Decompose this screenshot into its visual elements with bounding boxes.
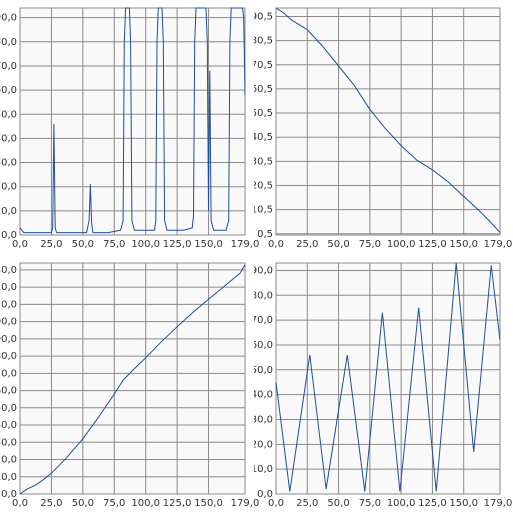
y-tick-label: 70,0 [0, 61, 17, 72]
x-tick-label: 150,0 [194, 239, 223, 250]
y-tick-label: 20,0 [0, 455, 17, 466]
y-tick-label: 130,0 [0, 265, 17, 276]
y-tick-label: 50,0 [251, 365, 273, 376]
x-tick-label: 125,0 [418, 239, 447, 250]
y-axis-labels: 0,0 10,0 20,0 30,0 40,0 50,0 60,0 70,0 80,0 90,0 [251, 265, 273, 500]
y-tick-label: 80,0 [251, 290, 273, 301]
y-tick-label: 50,0 [0, 403, 17, 414]
x-tick-label: 100,0 [387, 498, 416, 509]
y-tick-label: 30,0 [0, 437, 17, 448]
y-axis-labels: 0,0 10,0 20,0 30,0 40,0 50,0 60,0 70,0 80,0 90,0 [0, 13, 17, 241]
y-tick-label: 70,0 [0, 368, 17, 379]
x-tick-label: 50,0 [72, 239, 94, 250]
y-tick-label: 60,0 [251, 340, 273, 351]
y-tick-label: 10,0 [0, 206, 17, 217]
x-tick-label: 50,0 [327, 239, 349, 250]
data-line [19, 264, 246, 495]
y-tick-label: 50,5 [251, 108, 273, 119]
chart-panel: 0,010,020,030,040,050,060,070,080,090,00… [251, 262, 513, 509]
plot-area [275, 7, 501, 236]
x-tick-label: 75,0 [359, 498, 381, 509]
y-tick-label: 20,0 [251, 439, 273, 450]
x-tick-label: 50,0 [327, 498, 349, 509]
y-tick-label: 110,0 [0, 299, 17, 310]
y-tick-label: 90,0 [0, 334, 17, 345]
data-line [275, 7, 501, 233]
y-tick-label: 40,0 [0, 133, 17, 144]
x-tick-label: 125,0 [163, 239, 192, 250]
data-line [275, 262, 501, 492]
chart-panel: 0,0 10,0 20,0 30,0 40,0 50,0 60,0 70,0 80,0 90,0 1… [0, 262, 260, 509]
x-tick-label: 100,0 [131, 498, 160, 509]
y-tick-label: 70,5 [251, 60, 273, 71]
x-tick-label: 125,0 [418, 498, 447, 509]
y-tick-label: 30,0 [251, 414, 273, 425]
x-tick-label: 50,0 [72, 498, 94, 509]
chart-panel: 0,510,520,530,540,550,560,570,580,590,50… [251, 7, 513, 250]
x-tick-label: 75,0 [359, 239, 381, 250]
x-tick-label: 0,0 [12, 239, 28, 250]
y-tick-label: 0,0 [1, 230, 17, 241]
data-line [19, 7, 246, 234]
x-tick-label: 179,0 [231, 498, 260, 509]
y-tick-label: 60,5 [251, 84, 273, 95]
y-tick-label: 0,0 [257, 489, 273, 500]
x-tick-label: 25,0 [296, 239, 318, 250]
y-tick-label: 30,0 [0, 158, 17, 169]
y-tick-label: 80,0 [0, 37, 17, 48]
y-tick-label: 90,0 [251, 265, 273, 276]
x-tick-label: 0,0 [268, 498, 284, 509]
x-tick-label: 75,0 [103, 239, 125, 250]
x-tick-label: 150,0 [449, 239, 478, 250]
y-tick-label: 50,0 [0, 109, 17, 120]
y-tick-label: 70,0 [251, 315, 273, 326]
y-tick-label: 120,0 [0, 282, 17, 293]
y-tick-label: 100,0 [0, 317, 17, 328]
y-tick-label: 90,0 [0, 13, 17, 24]
y-tick-label: 90,5 [251, 11, 273, 22]
x-tick-label: 0,0 [12, 498, 28, 509]
x-tick-label: 150,0 [449, 498, 478, 509]
y-tick-label: 20,5 [251, 180, 273, 191]
y-axis-labels: 0,5 10,5 20,5 30,5 40,5 50,5 60,5 70,5 80,5 90,5 [251, 11, 273, 240]
chart-panel: 0,010,020,030,040,050,060,070,080,090,00… [0, 7, 260, 250]
x-tick-label: 100,0 [131, 239, 160, 250]
y-tick-label: 80,0 [0, 351, 17, 362]
x-tick-label: 179,0 [484, 498, 513, 509]
y-tick-label: 0,0 [1, 489, 17, 500]
y-tick-label: 80,5 [251, 36, 273, 47]
x-tick-label: 150,0 [194, 498, 223, 509]
y-tick-label: 60,0 [0, 386, 17, 397]
y-tick-label: 40,0 [251, 390, 273, 401]
y-tick-label: 10,0 [0, 472, 17, 483]
x-tick-label: 25,0 [296, 498, 318, 509]
plot-area [275, 262, 501, 495]
x-tick-label: 25,0 [40, 239, 62, 250]
y-tick-label: 10,5 [251, 205, 273, 216]
x-tick-label: 25,0 [40, 498, 62, 509]
x-tick-label: 75,0 [103, 498, 125, 509]
y-tick-label: 40,0 [0, 420, 17, 431]
y-axis-labels: 0,0 10,0 20,0 30,0 40,0 50,0 60,0 70,0 80,0 90,0 1… [0, 265, 17, 500]
y-tick-label: 30,5 [251, 156, 273, 167]
x-tick-label: 100,0 [387, 239, 416, 250]
x-tick-label: 125,0 [163, 498, 192, 509]
y-tick-label: 40,5 [251, 132, 273, 143]
y-tick-label: 10,0 [251, 464, 273, 475]
x-tick-label: 0,0 [268, 239, 284, 250]
y-tick-label: 0,5 [257, 229, 273, 240]
y-tick-label: 20,0 [0, 182, 17, 193]
y-tick-label: 60,0 [0, 85, 17, 96]
x-tick-label: 179,0 [231, 239, 260, 250]
plot-area [19, 262, 246, 495]
x-tick-label: 179,0 [484, 239, 513, 250]
